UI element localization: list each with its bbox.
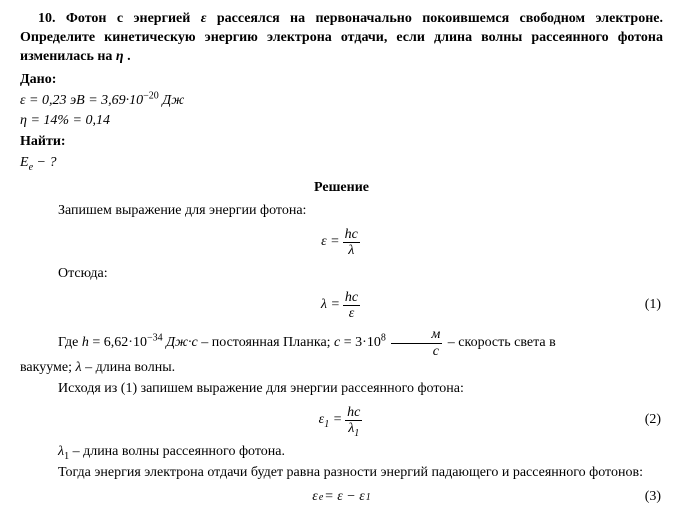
eq2-den: ε [347, 306, 357, 321]
eq2-frac: hc ε [343, 290, 360, 322]
eq1-frac: hc λ [343, 227, 360, 259]
eq4-mid: = ε − ε [324, 488, 364, 507]
p3-frac-m: м [391, 327, 442, 343]
eq2-num: hc [343, 290, 360, 306]
p3-unit1: Дж·с [163, 335, 198, 350]
p3-d: = 3·10 [340, 335, 381, 350]
problem-text-1: Фотон с энергией [66, 11, 201, 26]
p3-l2a: вакууме; [20, 360, 76, 375]
given1-b: = 3,69·10 [85, 93, 143, 108]
eq3-number: (2) [645, 411, 663, 430]
eq3-den-sub: 1 [354, 428, 359, 439]
solution-p4: Исходя из (1) запишем выражение для энер… [20, 380, 663, 399]
problem-text-3: . [124, 49, 131, 64]
eq4-number: (3) [645, 488, 663, 507]
given1-unit2: Дж [159, 93, 184, 108]
p3-e: – скорость света в [448, 335, 556, 350]
p3-exp: −34 [147, 333, 163, 344]
find-label: Найти: [20, 133, 663, 152]
given1-exp: −20 [143, 90, 159, 101]
find-expr: Ee − ? [20, 154, 663, 173]
eq3-frac: hc λ1 [345, 405, 362, 437]
solution-p6: Тогда энергия электрона отдачи будет рав… [20, 464, 663, 483]
eq2-lhs: λ = [321, 296, 340, 315]
given1-a: ε = 0,23 [20, 93, 70, 108]
given1-unit1: эВ [70, 93, 85, 108]
solution-p5: λ1 – длина волны рассеянного фотона. [20, 443, 663, 462]
p3-l2b: – длина волны. [82, 360, 176, 375]
eq1-body: ε = hc λ [321, 227, 362, 259]
given-label: Дано: [20, 71, 663, 90]
solution-p3-line1: Где h = 6,62·10−34 Дж·с – постоянная Пла… [20, 327, 663, 359]
eq1-den: λ [346, 243, 356, 258]
eq4-body: εe = ε − ε1 [312, 488, 370, 507]
equation-ee: εe = ε − ε1 (3) [20, 488, 663, 507]
solution-heading: Решение [20, 179, 663, 198]
eq2-number: (1) [645, 296, 663, 315]
find-var: E [20, 155, 29, 170]
p3-b: = 6,62·10 [89, 335, 147, 350]
p3-h: h [82, 335, 89, 350]
eq3-eq: = [329, 412, 342, 427]
p5-text: – длина волны рассеянного фотона. [69, 444, 285, 459]
p3-frac-mc: м с [391, 327, 442, 359]
given-line-1: ε = 0,23 эВ = 3,69·10−20 Дж [20, 92, 663, 111]
eq3-num: hc [345, 405, 362, 421]
find-question: − ? [33, 155, 56, 170]
eq1-num: hc [343, 227, 360, 243]
equation-e1-hc-l1: ε1 = hc λ1 (2) [20, 405, 663, 437]
problem-statement: 10. Фотон с энергией ε рассеялся на перв… [20, 10, 663, 67]
solution-p2: Отсюда: [20, 265, 663, 284]
eq3-den: λ1 [346, 421, 361, 436]
equation-e-hc-lambda: ε = hc λ [20, 227, 663, 259]
eq2-body: λ = hc ε [321, 290, 362, 322]
given-line-2: η = 14% = 0,14 [20, 112, 663, 131]
p3-exp2: 8 [381, 333, 386, 344]
problem-number: 10. [38, 11, 56, 26]
eq3-lhs: ε1 = [319, 411, 342, 430]
solution-p3-line2: вакууме; λ – длина волны. [20, 359, 663, 378]
sym-eta: η [116, 49, 124, 64]
p3-frac-s: с [393, 344, 441, 359]
given-section: Дано: ε = 0,23 эВ = 3,69·10−20 Дж η = 14… [20, 71, 663, 173]
p3-a: Где [58, 335, 82, 350]
eq4-E: ε [312, 488, 318, 507]
p3-c: – постоянная Планка; [198, 335, 334, 350]
equation-lambda-hc-e: λ = hc ε (1) [20, 290, 663, 322]
eq1-lhs: ε = [321, 233, 339, 252]
solution-p1: Запишем выражение для энергии фотона: [20, 202, 663, 221]
eq3-body: ε1 = hc λ1 [319, 405, 365, 437]
